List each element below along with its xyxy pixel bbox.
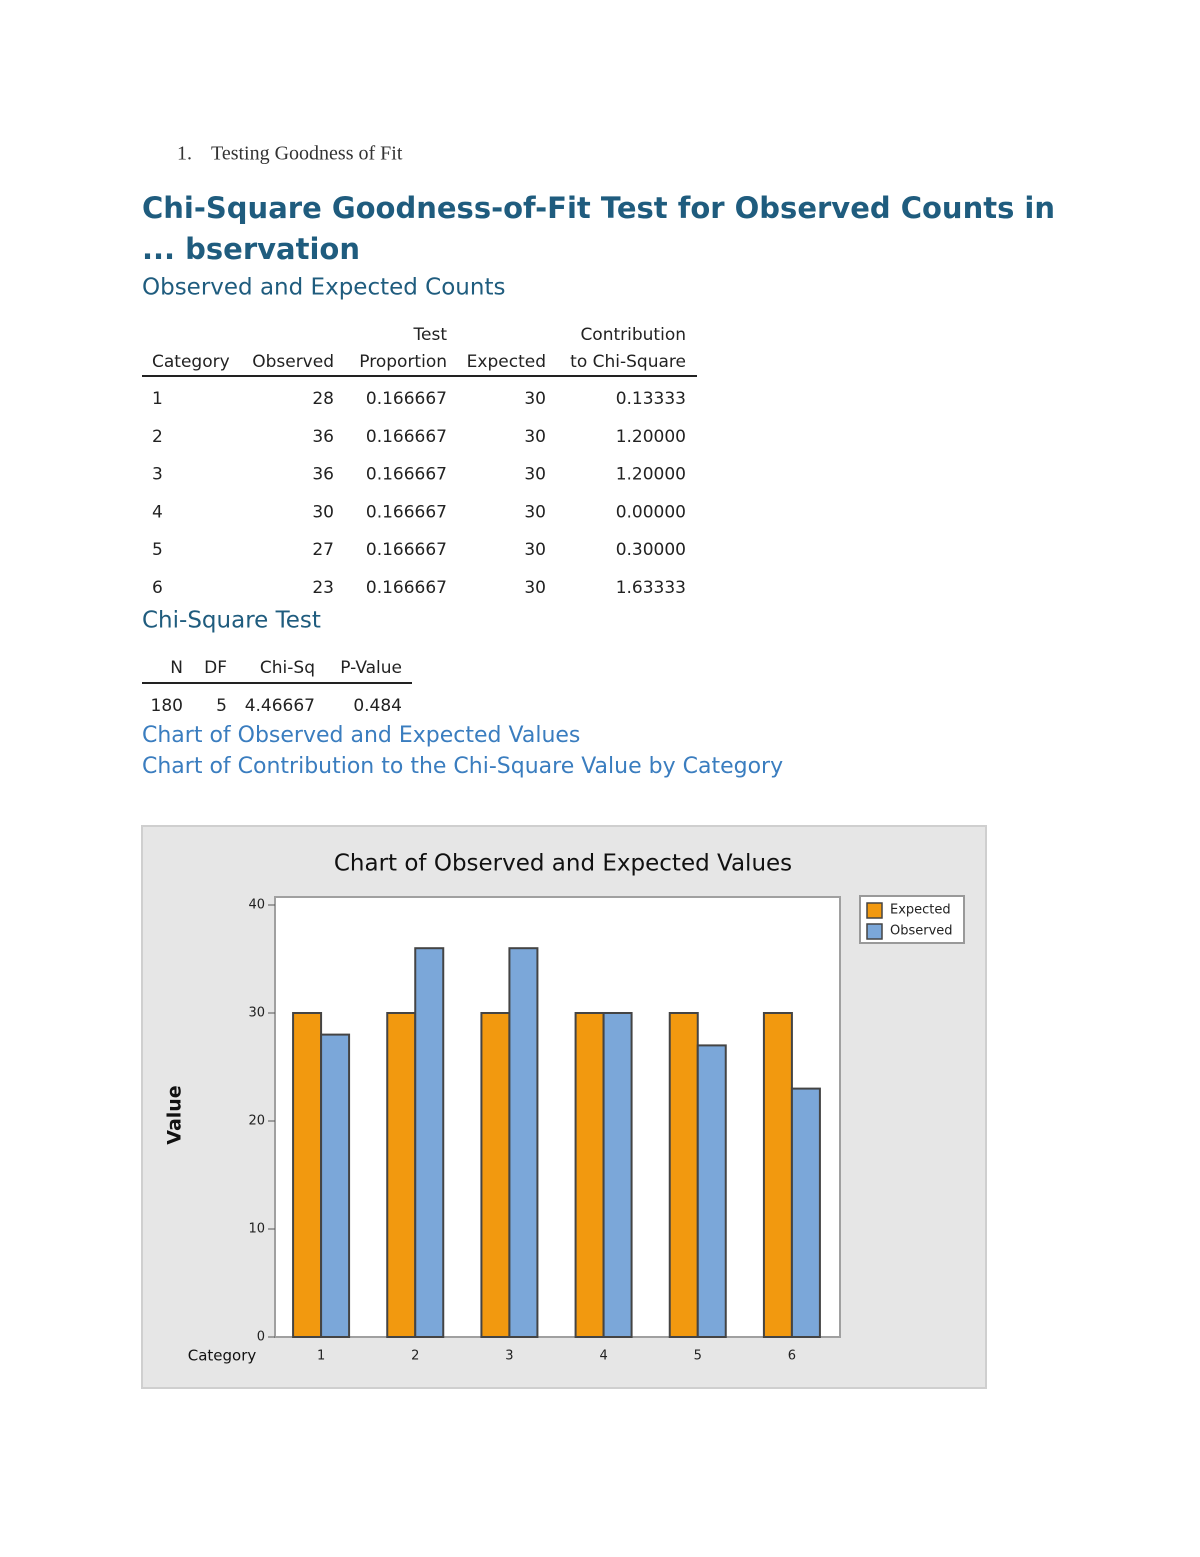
table-cell: 180 <box>151 696 183 716</box>
column-header: Proportion <box>359 352 447 372</box>
heading: Chi-Square Goodness-of-Fit Test for Obse… <box>142 191 1055 225</box>
column-header: N <box>170 658 183 678</box>
table-cell: 4.46667 <box>245 696 315 716</box>
table-cell: 6 <box>152 578 163 598</box>
bar <box>480 1012 511 1338</box>
column-header: Category <box>152 352 230 372</box>
x-tick-label: 3 <box>505 1349 513 1364</box>
table-cell: 3 <box>152 465 163 485</box>
bar <box>696 1044 727 1339</box>
table-cell: 36 <box>312 465 334 485</box>
column-header: to Chi-Square <box>570 352 686 372</box>
chart-title: Chart of Observed and Expected Values <box>334 851 792 877</box>
table-cell: 23 <box>312 578 334 598</box>
bar <box>292 1012 323 1338</box>
column-header: DF <box>204 658 227 678</box>
bar <box>574 1012 605 1338</box>
y-tick-label: 10 <box>248 1222 265 1237</box>
x-tick-label: 5 <box>694 1349 702 1364</box>
table-cell: 28 <box>312 389 334 409</box>
table-cell: 30 <box>312 502 334 522</box>
column-header: Test <box>413 325 448 345</box>
link[interactable]: Chart of Observed and Expected Values <box>142 723 580 748</box>
heading: ... bservation <box>142 232 360 266</box>
table-cell: 0.166667 <box>366 465 447 485</box>
link[interactable]: Chart of Contribution to the Chi-Square … <box>142 754 783 779</box>
legend-label: Expected <box>890 903 951 918</box>
bar <box>508 947 539 1338</box>
table-cell: 5 <box>216 696 227 716</box>
bar <box>668 1012 699 1338</box>
table-cell: 4 <box>152 502 163 522</box>
table-cell: 0.30000 <box>616 540 686 560</box>
table-cell: 0.13333 <box>616 389 686 409</box>
column-header: Contribution <box>580 325 686 345</box>
table-cell: 30 <box>524 465 546 485</box>
legend-swatch <box>866 923 883 940</box>
table-cell: 1.20000 <box>616 465 686 485</box>
plot-area <box>274 896 841 1338</box>
table-cell: 0.166667 <box>366 502 447 522</box>
table-cell: 0.166667 <box>366 540 447 560</box>
y-axis-label: Value <box>164 1085 186 1144</box>
x-tick-label: 6 <box>788 1349 796 1364</box>
table-cell: 30 <box>524 502 546 522</box>
x-tick-label: 2 <box>411 1349 419 1364</box>
table-cell: 36 <box>312 427 334 447</box>
table-cell: 27 <box>312 540 334 560</box>
table-cell: 30 <box>524 540 546 560</box>
table-cell: 5 <box>152 540 163 560</box>
column-header: Observed <box>252 352 334 372</box>
bar <box>414 947 445 1338</box>
y-tick-label: 0 <box>257 1330 265 1345</box>
bar <box>762 1012 793 1338</box>
x-tick-label: 1 <box>317 1349 325 1364</box>
y-tick-label: 40 <box>248 898 265 913</box>
table-cell: 0.166667 <box>366 578 447 598</box>
table-cell: 0.484 <box>353 696 402 716</box>
bar <box>602 1012 633 1338</box>
table-cell: 1.20000 <box>616 427 686 447</box>
column-header: P-Value <box>340 658 402 678</box>
bar <box>320 1033 351 1338</box>
table-cell: 0.00000 <box>616 502 686 522</box>
table-cell: 30 <box>524 578 546 598</box>
table-cell: 30 <box>524 389 546 409</box>
column-header: Chi-Sq <box>260 658 315 678</box>
bar <box>790 1087 821 1338</box>
table-cell: 1.63333 <box>616 578 686 598</box>
section-title: Chi-Square Test <box>142 608 321 634</box>
table-cell: 30 <box>524 427 546 447</box>
column-header: Expected <box>467 352 546 372</box>
y-tick-label: 20 <box>248 1114 265 1129</box>
section-title: Observed and Expected Counts <box>142 275 505 301</box>
x-tick-label: 4 <box>599 1349 607 1364</box>
table-cell: 1 <box>152 389 163 409</box>
list-text: Testing Goodness of Fit <box>211 143 403 165</box>
y-tick-label: 30 <box>248 1006 265 1021</box>
bar <box>386 1012 417 1338</box>
list-number: 1. <box>177 143 192 165</box>
table-cell: 0.166667 <box>366 389 447 409</box>
legend-label: Observed <box>890 924 953 939</box>
table-cell: 0.166667 <box>366 427 447 447</box>
table-cell: 2 <box>152 427 163 447</box>
x-axis-label: Category <box>188 1347 257 1365</box>
legend-swatch <box>866 902 883 919</box>
